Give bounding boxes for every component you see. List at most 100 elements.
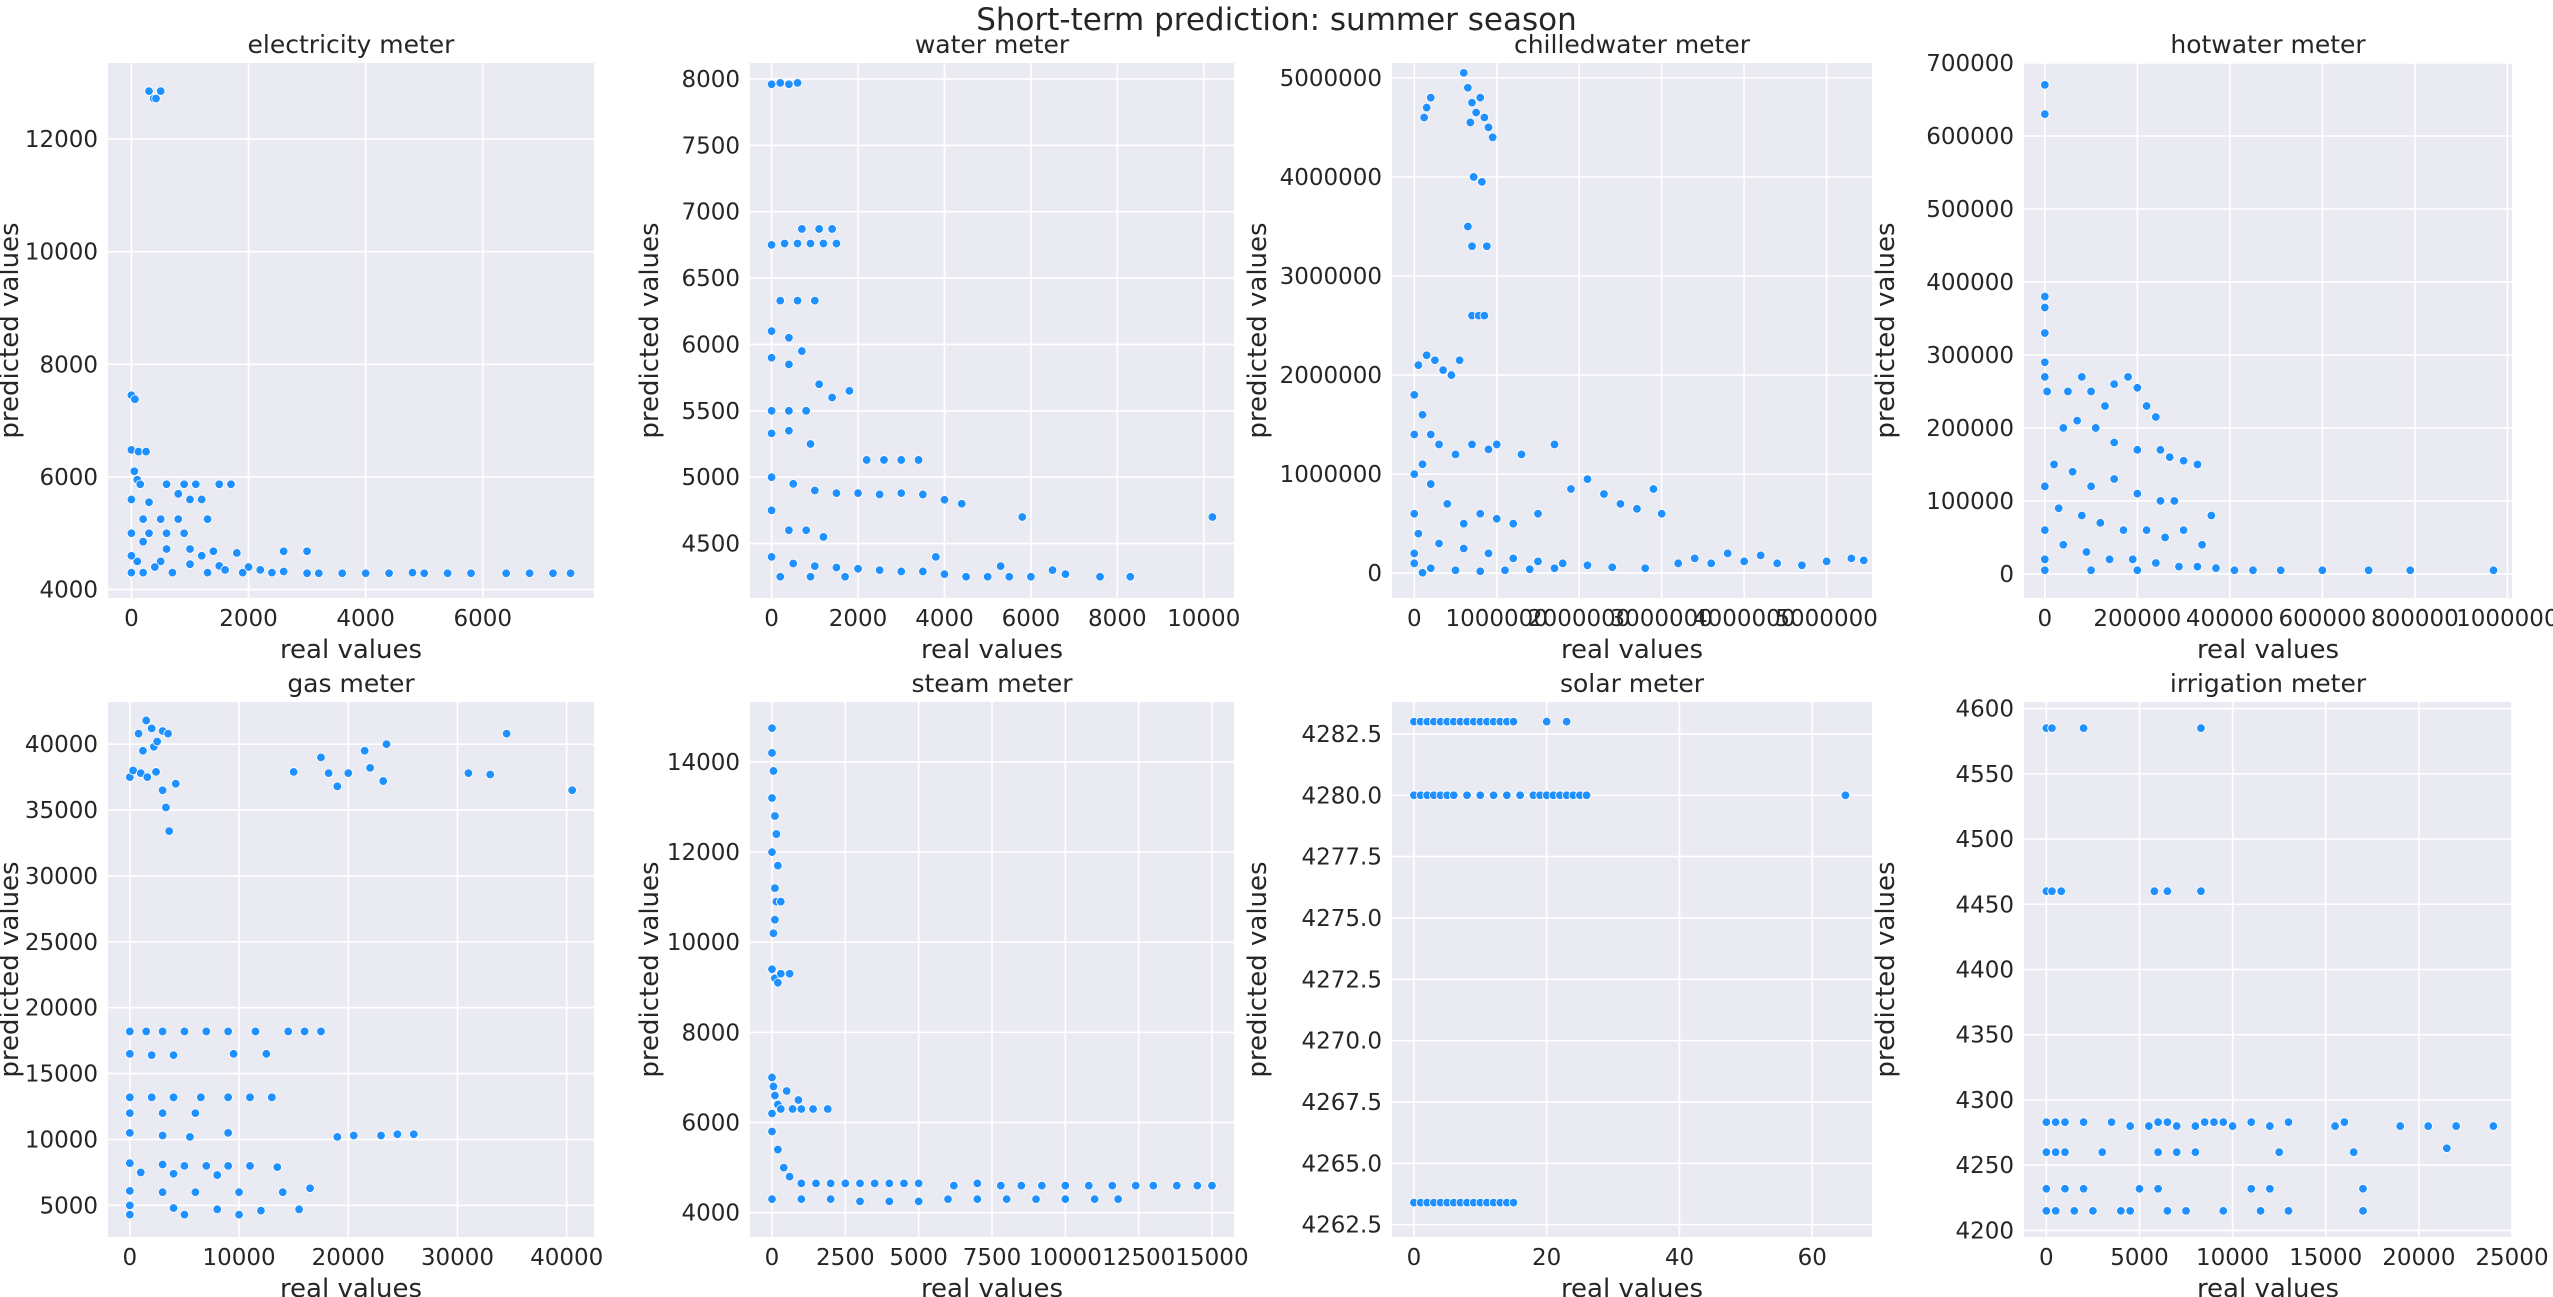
data-point (323, 768, 334, 778)
data-point (827, 392, 837, 403)
data-point (305, 1183, 315, 1193)
data-point (2132, 565, 2143, 575)
data-point (1755, 550, 1766, 561)
x-tick-label: 20000 (312, 1245, 385, 1271)
data-point (185, 494, 195, 505)
y-tick-label: 14000 (667, 750, 740, 776)
data-point (2283, 1117, 2294, 1127)
panel-title: hotwater meter (2170, 30, 2366, 59)
data-point (135, 479, 145, 489)
panel-title: chilledwater meter (1514, 30, 1751, 59)
data-point (2276, 565, 2286, 575)
data-point (2040, 481, 2050, 492)
data-point (1434, 439, 1444, 450)
data-point (869, 1178, 880, 1189)
data-point (1500, 565, 1510, 575)
data-point (332, 1132, 343, 1142)
data-point (766, 552, 777, 562)
data-point (141, 446, 151, 457)
y-tick-label: 10000 (25, 1127, 98, 1153)
data-point (316, 1026, 326, 1037)
y-tick-label: 12000 (667, 840, 740, 866)
data-point (1125, 572, 1135, 582)
data-point (2181, 1206, 2191, 1216)
x-axis-label: real values (921, 1274, 1063, 1297)
plot-area (2024, 63, 2512, 598)
y-axis-label: predicted values (1871, 861, 1901, 1077)
data-point (767, 847, 777, 857)
data-point (2151, 558, 2161, 568)
plot-area (1392, 63, 1872, 598)
data-point (152, 736, 162, 747)
data-point (2125, 1206, 2135, 1216)
data-point (1689, 553, 1700, 564)
data-point (1060, 569, 1071, 579)
data-point (770, 811, 780, 821)
data-point (818, 532, 829, 542)
data-point (190, 1187, 201, 1197)
data-point (773, 978, 783, 988)
data-point (2041, 1206, 2052, 1216)
data-point (2218, 1206, 2228, 1216)
data-point (784, 333, 794, 343)
y-tick-label: 5000000 (1280, 66, 1382, 92)
data-point (125, 1158, 135, 1168)
data-point (1549, 563, 1560, 573)
data-point (1533, 509, 1543, 519)
data-point (126, 494, 137, 505)
data-point (844, 386, 855, 396)
data-point (805, 238, 816, 249)
y-tick-label: 500000 (1926, 197, 2014, 223)
data-point (767, 1072, 777, 1083)
x-tick-label: 0 (2037, 606, 2052, 632)
data-point (1492, 439, 1502, 450)
y-tick-label: 20000 (25, 996, 98, 1022)
data-point (125, 1128, 135, 1138)
y-tick-label: 3000000 (1280, 264, 1382, 290)
data-point (1462, 790, 1472, 800)
data-point (2153, 1184, 2163, 1194)
x-tick-label: 15000 (1175, 1245, 1248, 1271)
x-tick-label: 0 (123, 1245, 138, 1271)
data-point (767, 964, 777, 974)
data-point (392, 1129, 403, 1139)
data-point (1846, 553, 1857, 564)
data-point (2040, 525, 2050, 535)
data-point (1475, 566, 1485, 576)
data-point (766, 79, 777, 89)
chart-panel: 0 20 40 60 4262.5 4265.0 4267.5 4270.0 4272.5 427… (1243, 669, 1872, 1297)
data-point (2132, 445, 2143, 455)
data-point (1409, 429, 1419, 440)
data-point (201, 1026, 211, 1037)
data-point (1449, 790, 1459, 800)
data-point (853, 488, 863, 498)
data-point (125, 1209, 135, 1220)
data-point (1607, 562, 1617, 572)
y-tick-label: 5000 (681, 465, 740, 491)
data-point (879, 455, 889, 465)
y-tick-label: 4500 (1955, 827, 2014, 853)
data-point (768, 766, 779, 776)
data-point (2192, 561, 2203, 572)
x-tick-label: 800000 (2371, 606, 2459, 632)
data-point (1016, 1180, 1027, 1191)
data-point (2040, 554, 2050, 565)
data-point (779, 238, 790, 249)
data-point (144, 528, 154, 538)
data-point (2078, 1184, 2089, 1194)
data-point (913, 1178, 924, 1189)
x-tick-label: 0 (1407, 606, 1422, 632)
data-point (2363, 565, 2374, 575)
data-point (1417, 459, 1428, 469)
data-point (278, 546, 289, 556)
data-point (2144, 1121, 2154, 1131)
data-point (141, 715, 151, 726)
data-point (138, 536, 148, 547)
y-tick-label: 6000 (39, 465, 98, 491)
data-point (1026, 572, 1036, 582)
data-point (2050, 1206, 2061, 1216)
data-point (1541, 716, 1552, 727)
data-point (157, 785, 168, 795)
x-axis-label: real values (2197, 635, 2339, 665)
data-point (766, 353, 777, 363)
